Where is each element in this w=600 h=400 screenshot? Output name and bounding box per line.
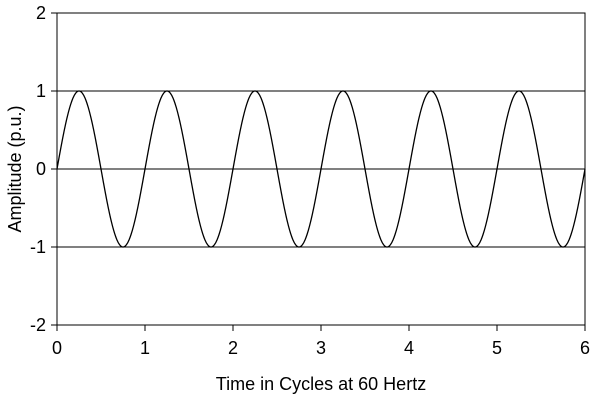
x-tick-label: 3 <box>316 338 326 358</box>
x-tick-label: 5 <box>492 338 502 358</box>
x-tick-label: 2 <box>228 338 238 358</box>
sine-wave-line <box>56 90 586 248</box>
y-tick-label: 1 <box>36 81 46 101</box>
y-axis-ticks <box>51 12 57 326</box>
y-axis-tick-labels: 2 1 0 -1 -2 <box>30 3 46 335</box>
x-tick-label: 0 <box>52 338 62 358</box>
y-axis-title: Amplitude (p.u.) <box>5 105 25 232</box>
x-axis-tick-labels: 0 1 2 3 4 5 6 <box>52 338 590 358</box>
y-tick-label: -1 <box>30 237 46 257</box>
x-tick-label: 6 <box>580 338 590 358</box>
x-axis-title: Time in Cycles at 60 Hertz <box>216 374 426 394</box>
x-tick-label: 4 <box>404 338 414 358</box>
y-tick-label: 2 <box>36 3 46 23</box>
y-tick-label: 0 <box>36 159 46 179</box>
x-tick-label: 1 <box>140 338 150 358</box>
x-axis-ticks <box>56 325 586 331</box>
y-tick-label: -2 <box>30 315 46 335</box>
